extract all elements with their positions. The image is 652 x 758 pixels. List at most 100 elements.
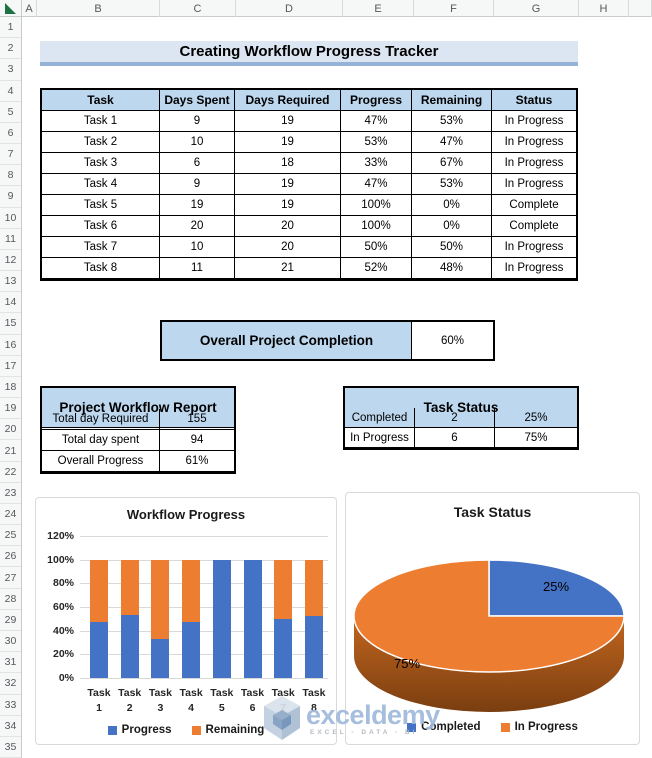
row-header-7[interactable]: 7 — [0, 144, 21, 166]
task-table-cell[interactable]: 100% — [341, 216, 412, 237]
pie-slice-in-progress[interactable] — [353, 559, 625, 673]
row-header-20[interactable]: 20 — [0, 419, 21, 441]
task-table-cell[interactable]: Task 6 — [42, 216, 160, 237]
bar-task-5[interactable] — [212, 559, 231, 678]
bar-segment-remaining[interactable] — [90, 559, 108, 623]
task-table-cell[interactable]: In Progress — [492, 174, 576, 195]
task-table-cell[interactable]: Task 1 — [42, 111, 160, 132]
row-header-2[interactable]: 2 — [0, 38, 21, 60]
row-header-26[interactable]: 26 — [0, 546, 21, 568]
row-header-21[interactable]: 21 — [0, 440, 21, 462]
task-table-cell[interactable]: 18 — [235, 153, 341, 174]
task-table-cell[interactable]: 6 — [160, 153, 235, 174]
bar-segment-progress[interactable] — [120, 615, 139, 678]
task-table-cell[interactable]: In Progress — [492, 132, 576, 153]
status-table-cell[interactable]: 6 — [415, 428, 495, 448]
bar-segment-remaining[interactable] — [182, 559, 201, 623]
task-table-cell[interactable]: 53% — [412, 174, 492, 195]
task-table-cell[interactable]: 53% — [341, 132, 412, 153]
legend-item-progress[interactable]: Progress — [107, 724, 172, 736]
task-table-cell[interactable]: Task 3 — [42, 153, 160, 174]
report-table-cell[interactable]: 61% — [160, 451, 234, 472]
bar-segment-progress[interactable] — [243, 559, 262, 678]
task-table-cell[interactable]: 19 — [235, 111, 341, 132]
report-table-title[interactable]: Project Workflow Report — [42, 388, 234, 428]
task-table-cell[interactable]: 19 — [160, 195, 235, 216]
task-table-cell[interactable]: 0% — [412, 195, 492, 216]
row-header-9[interactable]: 9 — [0, 186, 21, 208]
bar-segment-remaining[interactable] — [304, 559, 323, 617]
task-table-cell[interactable]: 19 — [235, 195, 341, 216]
row-header-24[interactable]: 24 — [0, 504, 21, 526]
bar-task-8[interactable] — [304, 559, 323, 678]
overall-completion-label[interactable]: Overall Project Completion — [162, 322, 412, 359]
row-header-34[interactable]: 34 — [0, 716, 21, 737]
bar-task-1[interactable] — [90, 559, 108, 678]
bar-segment-remaining[interactable] — [120, 559, 139, 616]
task-table-cell[interactable]: In Progress — [492, 111, 576, 132]
column-header-F[interactable]: F — [414, 0, 494, 17]
bar-task-3[interactable] — [151, 559, 170, 678]
task-table-cell[interactable]: 9 — [160, 111, 235, 132]
task-table-header-cell[interactable]: Remaining — [412, 90, 492, 111]
task-table-cell[interactable]: In Progress — [492, 153, 576, 174]
legend-item-completed[interactable]: Completed — [407, 721, 481, 733]
select-all-corner[interactable] — [0, 0, 22, 17]
worksheet-title-banner[interactable]: Creating Workflow Progress Tracker — [40, 41, 578, 66]
bar-segment-progress[interactable] — [274, 618, 293, 678]
task-table-cell[interactable]: 19 — [235, 174, 341, 195]
task-table-cell[interactable]: 50% — [412, 237, 492, 258]
row-header-13[interactable]: 13 — [0, 271, 21, 293]
task-table-cell[interactable]: 33% — [341, 153, 412, 174]
task-table-cell[interactable]: 19 — [235, 132, 341, 153]
row-header-22[interactable]: 22 — [0, 462, 21, 483]
task-table-cell[interactable]: 100% — [341, 195, 412, 216]
row-header-28[interactable]: 28 — [0, 589, 21, 610]
task-status-pie-chart[interactable]: Task Status 25% 75% Completed In Progress — [345, 492, 640, 745]
row-header-31[interactable]: 31 — [0, 652, 21, 674]
row-header-6[interactable]: 6 — [0, 123, 21, 145]
task-table-header-cell[interactable]: Status — [492, 90, 576, 111]
column-header-blank[interactable] — [629, 0, 652, 17]
row-header-1[interactable]: 1 — [0, 17, 21, 39]
task-table-cell[interactable]: 47% — [341, 174, 412, 195]
report-table-cell[interactable]: 155 — [160, 409, 234, 430]
task-table-cell[interactable]: Task 8 — [42, 258, 160, 279]
task-table-header-cell[interactable]: Task — [42, 90, 160, 111]
row-header-11[interactable]: 11 — [0, 229, 21, 250]
row-header-16[interactable]: 16 — [0, 335, 21, 356]
task-table-cell[interactable]: 67% — [412, 153, 492, 174]
legend-item-remaining[interactable]: Remaining — [191, 724, 264, 736]
task-table-cell[interactable]: 0% — [412, 216, 492, 237]
bar-segment-progress[interactable] — [90, 622, 108, 678]
task-table-cell[interactable]: 10 — [160, 237, 235, 258]
row-header-15[interactable]: 15 — [0, 313, 21, 335]
task-table-cell[interactable]: Complete — [492, 195, 576, 216]
bar-task-7[interactable] — [274, 559, 293, 678]
status-table-title[interactable]: Task Status — [345, 388, 577, 428]
row-header-27[interactable]: 27 — [0, 567, 21, 589]
status-table-cell[interactable]: 75% — [495, 428, 577, 448]
row-header-18[interactable]: 18 — [0, 377, 21, 399]
task-table-cell[interactable]: Task 7 — [42, 237, 160, 258]
row-header-3[interactable]: 3 — [0, 59, 21, 81]
row-header-33[interactable]: 33 — [0, 695, 21, 716]
task-table-cell[interactable]: 52% — [341, 258, 412, 279]
task-table-cell[interactable]: 53% — [412, 111, 492, 132]
column-header-H[interactable]: H — [579, 0, 629, 17]
task-table-cell[interactable]: Task 4 — [42, 174, 160, 195]
task-table-cell[interactable]: Complete — [492, 216, 576, 237]
task-table-cell[interactable]: 10 — [160, 132, 235, 153]
column-header-C[interactable]: C — [160, 0, 236, 17]
row-header-8[interactable]: 8 — [0, 165, 21, 187]
bar-task-6[interactable] — [243, 559, 262, 678]
bar-task-4[interactable] — [182, 559, 201, 678]
task-table-cell[interactable]: In Progress — [492, 237, 576, 258]
row-header-32[interactable]: 32 — [0, 673, 21, 695]
bar-segment-remaining[interactable] — [151, 559, 170, 639]
task-table-header-cell[interactable]: Progress — [341, 90, 412, 111]
row-header-12[interactable]: 12 — [0, 250, 21, 272]
overall-completion-value[interactable]: 60% — [440, 334, 465, 347]
row-header-14[interactable]: 14 — [0, 292, 21, 314]
task-table-cell[interactable]: 11 — [160, 258, 235, 279]
